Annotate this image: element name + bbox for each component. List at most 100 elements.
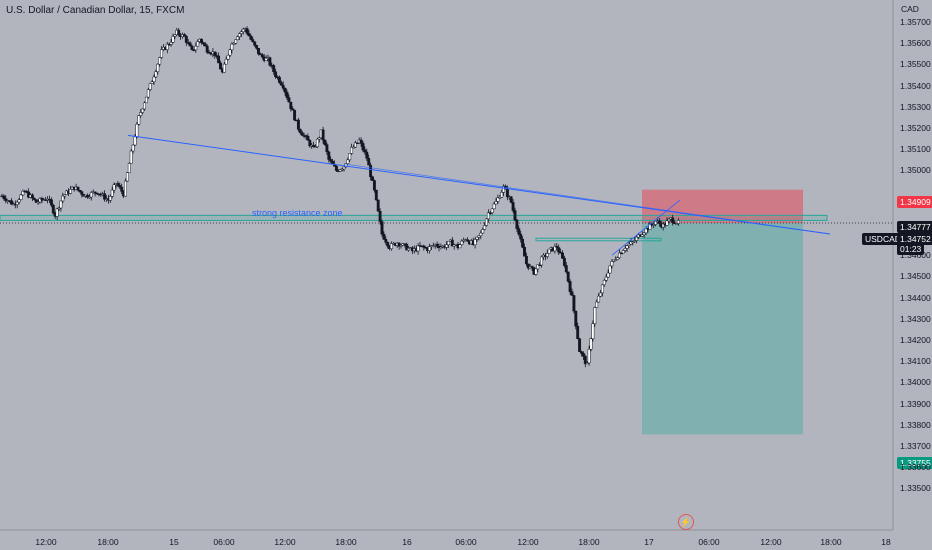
candle-body: [63, 194, 67, 197]
candle-body: [458, 244, 462, 249]
candle-body: [397, 242, 401, 247]
candle-body: [291, 108, 295, 111]
candle-body: [300, 132, 304, 136]
candle-body: [481, 229, 485, 234]
price-tick-label: 1.33500: [900, 483, 931, 494]
candle-body: [435, 243, 439, 247]
candle-body: [200, 38, 203, 43]
candle-body: [323, 139, 327, 145]
candle-body: [483, 225, 487, 230]
candle-body: [665, 220, 669, 226]
candle-body: [226, 54, 230, 60]
candle-body: [359, 139, 363, 144]
candle-body: [578, 338, 582, 352]
candle-body: [585, 362, 589, 365]
candle-body: [87, 196, 91, 199]
candle-body: [572, 295, 576, 312]
candle-body: [165, 43, 169, 50]
time-tick-label: 12:00: [760, 537, 782, 547]
candle-body: [614, 259, 618, 261]
candle-body: [382, 233, 386, 240]
candle-body: [602, 280, 606, 286]
price-tick-label: 1.35400: [900, 80, 931, 91]
replay-lightning-icon[interactable]: ⚡: [678, 514, 694, 530]
candle-body: [177, 29, 181, 35]
candle-body: [61, 195, 65, 202]
resistance-zone-label: strong resistance zone: [252, 208, 343, 218]
candle-body: [477, 235, 481, 238]
candle-body: [296, 119, 300, 130]
candle-body: [428, 246, 431, 251]
candle-body: [327, 151, 331, 160]
candle-body: [258, 53, 262, 56]
candle-body: [57, 207, 61, 210]
candle-body: [555, 246, 559, 248]
candle-body: [494, 201, 498, 205]
target-price-tag: 1.33755: [897, 457, 932, 469]
candle-body: [490, 208, 494, 214]
candle-body: [287, 97, 291, 103]
candle-body: [380, 221, 384, 235]
stop-price-tag: 1.34909: [897, 196, 932, 208]
candle-body: [103, 193, 107, 200]
candle-body: [445, 244, 449, 248]
candle-body: [374, 189, 378, 201]
candle-body: [308, 140, 312, 147]
candle-body: [536, 264, 540, 270]
candle-body: [4, 198, 8, 202]
candle-body: [222, 63, 226, 73]
zone-price-tag: 1.34777: [897, 221, 932, 233]
trendline-support: [611, 199, 681, 256]
candle-body: [488, 212, 492, 214]
support-box: [535, 237, 662, 242]
candle-body: [148, 83, 152, 90]
candle-body: [36, 201, 40, 204]
time-tick-label: 12:00: [274, 537, 296, 547]
candle-body: [363, 149, 367, 153]
candle-body: [86, 194, 89, 198]
price-tick-label: 1.35600: [900, 38, 931, 49]
candle-body: [509, 196, 513, 203]
time-tick-label: 18: [881, 537, 891, 547]
candle-body: [232, 43, 236, 45]
time-tick-label: 12:00: [517, 537, 539, 547]
candle-body: [619, 252, 623, 255]
price-tick-label: 1.35700: [900, 17, 931, 27]
candle-body: [581, 353, 585, 357]
candle-body: [562, 257, 566, 266]
price-tick-label: 1.34300: [900, 313, 931, 324]
candle-body: [600, 284, 604, 294]
candle-body: [673, 222, 677, 224]
candle-body: [608, 265, 612, 274]
candle-body: [143, 102, 146, 110]
candle-body: [253, 41, 257, 46]
candle-body: [568, 281, 572, 292]
candle-body: [255, 44, 259, 49]
candle-body: [526, 263, 530, 269]
price-tick-label: 1.35200: [900, 123, 931, 133]
candle-body: [606, 272, 610, 278]
price-tick-label: 1.34600: [900, 250, 931, 261]
candle-body: [219, 62, 222, 70]
candle-body: [133, 136, 137, 146]
candle-body: [384, 239, 388, 243]
candle-body: [623, 248, 627, 251]
candle-body: [361, 143, 365, 151]
time-tick-label: 06:00: [213, 537, 235, 547]
candle-body: [591, 323, 595, 339]
candle-body: [621, 250, 625, 254]
candle-body: [249, 35, 253, 40]
candle-body: [498, 197, 502, 199]
candle-body: [118, 185, 122, 188]
candle-body: [399, 245, 403, 247]
candle-body: [342, 166, 346, 170]
candle-body: [346, 159, 350, 164]
candle-body: [625, 245, 629, 249]
candle-body: [146, 89, 150, 98]
candle-body: [110, 189, 114, 197]
candle-body: [245, 28, 249, 34]
candle-body: [257, 47, 260, 55]
candle-body: [171, 36, 175, 43]
